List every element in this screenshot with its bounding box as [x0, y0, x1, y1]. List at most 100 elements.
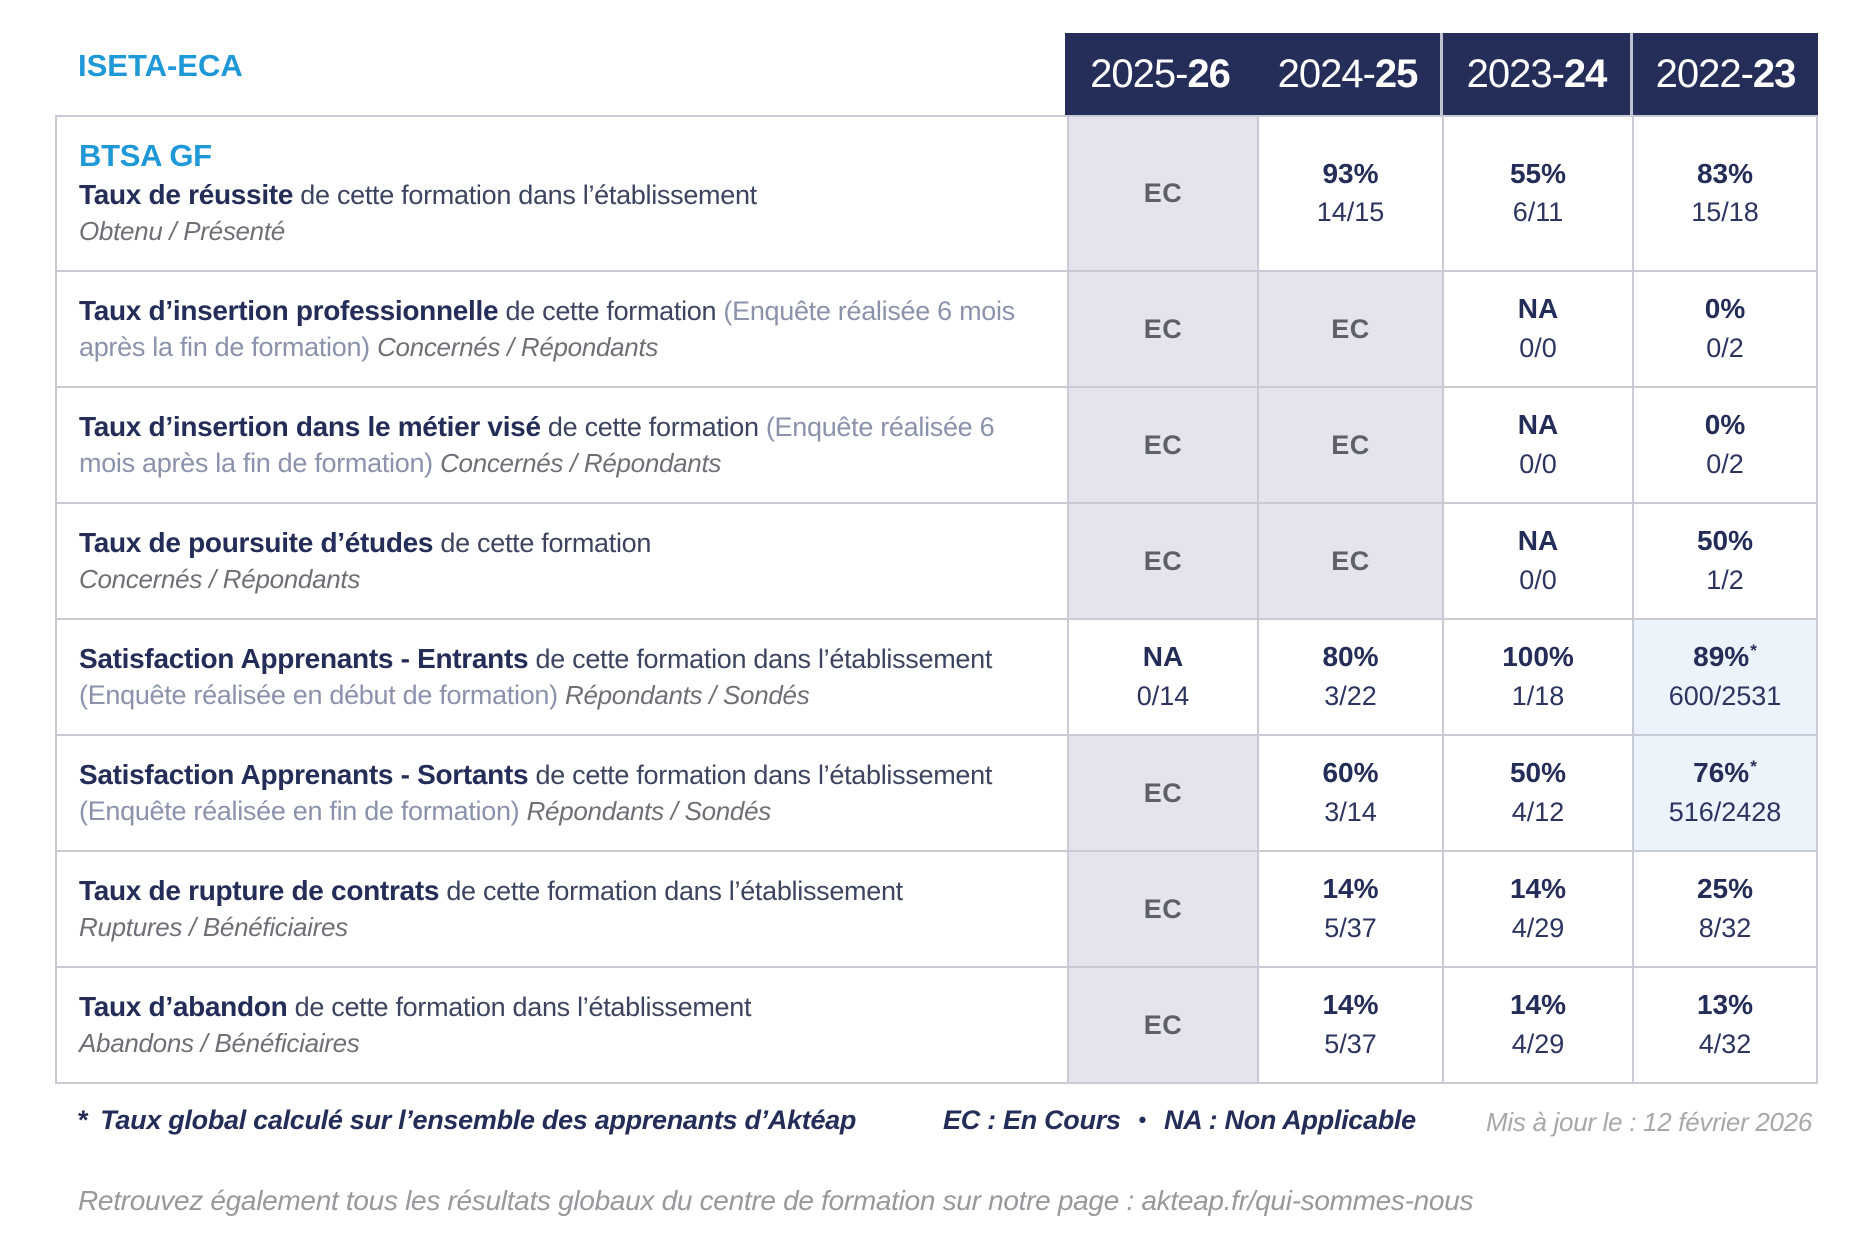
cell-value: 83% 15/18: [1632, 117, 1816, 270]
row-desc: de cette formation: [498, 296, 724, 327]
cell-percentage: 76%*: [1693, 756, 1757, 789]
row-subnote: Abandons / Bénéficiaires: [79, 1028, 360, 1058]
cell-value: 13% 4/32: [1632, 968, 1816, 1082]
cell-ec: EC: [1257, 388, 1442, 502]
cell-fraction: 4/12: [1511, 796, 1565, 827]
row-label: Satisfaction Apprenants - Entrants de ce…: [79, 640, 1033, 714]
cell-value: 14% 4/29: [1442, 852, 1632, 966]
org-title: ISETA-ECA: [78, 48, 243, 83]
cell-ec: EC: [1067, 388, 1257, 502]
cell-percentage: 55%: [1509, 157, 1567, 189]
cell-percentage: 14%: [1509, 989, 1567, 1021]
table-row: Satisfaction Apprenants - Sortants de ce…: [57, 736, 1816, 852]
bottom-note: Retrouvez également tous les résultats g…: [78, 1185, 1474, 1216]
cell-fraction: 3/22: [1324, 680, 1377, 711]
cell-percentage: 50%: [1509, 757, 1567, 789]
cell-percentage: 14%: [1322, 989, 1379, 1021]
row-subnote: Répondants / Sondés: [565, 680, 810, 710]
footnote-row: * Taux global calculé sur l’ensemble des …: [55, 1103, 1818, 1149]
row-subnote: Ruptures / Bénéficiaires: [79, 912, 348, 942]
cell-value: 0% 0/2: [1632, 272, 1816, 386]
row-label: Taux de poursuite d’études de cette form…: [79, 524, 651, 598]
table-row: Taux d’insertion dans le métier visé de …: [57, 388, 1816, 504]
cell-percentage: 13%: [1696, 989, 1754, 1021]
year-column-header: 2024- 25: [1255, 33, 1440, 115]
cell-fraction: 0/0: [1519, 564, 1557, 595]
cell-fraction: 0/14: [1136, 680, 1190, 711]
row-title: Taux de poursuite d’études: [79, 527, 434, 559]
row-desc: de cette formation dans l’établissement: [293, 179, 757, 210]
asterisk-note: * Taux global calculé sur l’ensemble des …: [78, 1105, 856, 1136]
asterisk-note-text: Taux global calculé sur l’ensemble des a…: [100, 1105, 857, 1135]
program-title: BTSA GF: [79, 138, 212, 174]
results-table: BTSA GF Taux de réussite de cette formati…: [55, 115, 1818, 1084]
cell-ec: EC: [1067, 736, 1257, 850]
table-row: Satisfaction Apprenants - Entrants de ce…: [57, 620, 1816, 736]
cell-value: 14% 4/29: [1442, 968, 1632, 1082]
row-label-cell: Taux de rupture de contrats de cette for…: [57, 852, 1067, 966]
year-prefix: 2025-: [1090, 51, 1188, 96]
row-subnote: Obtenu / Présenté: [79, 215, 285, 246]
cell-fraction: 1/2: [1706, 564, 1744, 595]
cell-ec: EC: [1067, 272, 1257, 386]
cell-fraction: 0/2: [1706, 448, 1744, 479]
cell-value: 50% 1/2: [1632, 504, 1816, 618]
cell-value: NA 0/0: [1442, 388, 1632, 502]
row-desc: de cette formation dans l’établissement: [439, 876, 903, 907]
row-title: Taux d’insertion professionnelle: [79, 295, 499, 327]
row-label-cell: Satisfaction Apprenants - Sortants de ce…: [57, 736, 1067, 850]
year-suffix: 26: [1187, 51, 1230, 96]
cell-percentage: 25%: [1696, 873, 1754, 905]
legend-na: NA : Non Applicable: [1164, 1105, 1416, 1135]
cell-ec: EC: [1067, 968, 1257, 1082]
cell-value: 80% 3/22: [1257, 620, 1442, 734]
year-header: 2025- 26 2024- 25 2023- 24 2022- 23: [1065, 33, 1818, 115]
row-subnote: Répondants / Sondés: [526, 796, 772, 826]
cell-fraction: 516/2428: [1668, 796, 1782, 827]
cell-percentage: 93%: [1322, 157, 1379, 189]
row-title: Taux d’abandon: [79, 991, 288, 1023]
cell-percentage: 0%: [1704, 293, 1746, 325]
cell-value: NA 0/0: [1442, 272, 1632, 386]
cell-ec: EC: [1257, 272, 1442, 386]
year-suffix: 25: [1374, 51, 1418, 96]
row-paren: (Enquête réalisée en début de formation): [79, 680, 566, 710]
row-subnote: Concernés / Répondants: [79, 564, 361, 594]
row-title: Taux de rupture de contrats: [79, 875, 440, 907]
year-suffix: 24: [1563, 51, 1607, 96]
cell-value: 14% 5/37: [1257, 968, 1442, 1082]
row-label-cell: Satisfaction Apprenants - Entrants de ce…: [57, 620, 1067, 734]
table-row: Taux de poursuite d’études de cette form…: [57, 504, 1816, 620]
row-title: Taux d’insertion dans le métier visé: [79, 411, 541, 443]
cell-percentage: 80%: [1322, 641, 1379, 673]
global-rate-asterisk: *: [1750, 756, 1757, 776]
row-title: Satisfaction Apprenants - Entrants: [79, 643, 529, 675]
year-suffix: 23: [1752, 51, 1796, 96]
legend-separator-dot: •: [1138, 1107, 1147, 1132]
cell-percentage: 89%*: [1693, 640, 1757, 673]
year-column-header: 2023- 24: [1440, 33, 1630, 115]
cell-fraction: 0/2: [1706, 332, 1744, 363]
legend-ec: EC : En Cours: [943, 1105, 1121, 1135]
row-label: Satisfaction Apprenants - Sortants de ce…: [79, 756, 1033, 830]
row-subnote: Concernés / Répondants: [377, 332, 659, 362]
year-prefix: 2023-: [1466, 51, 1565, 96]
year-prefix: 2022-: [1655, 51, 1754, 96]
cell-fraction: 5/37: [1324, 912, 1377, 943]
cell-value: 76%* 516/2428: [1632, 736, 1816, 850]
year-column-header: 2022- 23: [1630, 33, 1818, 115]
row-label-cell: Taux d’insertion professionnelle de cett…: [57, 272, 1067, 386]
cell-percentage: 14%: [1322, 873, 1379, 905]
cell-fraction: 15/18: [1691, 197, 1759, 228]
row-desc: de cette formation: [433, 528, 652, 559]
cell-value: 89%* 600/2531: [1632, 620, 1816, 734]
cell-value: 60% 3/14: [1257, 736, 1442, 850]
cell-fraction: 8/32: [1698, 912, 1752, 943]
cell-ec: EC: [1067, 504, 1257, 618]
table-row: BTSA GF Taux de réussite de cette formati…: [57, 117, 1816, 272]
cell-value: 14% 5/37: [1257, 852, 1442, 966]
cell-percentage: 50%: [1696, 525, 1754, 557]
year-column-header: 2025- 26: [1065, 33, 1255, 115]
cell-value: 100% 1/18: [1442, 620, 1632, 734]
cell-value: 55% 6/11: [1442, 117, 1632, 270]
